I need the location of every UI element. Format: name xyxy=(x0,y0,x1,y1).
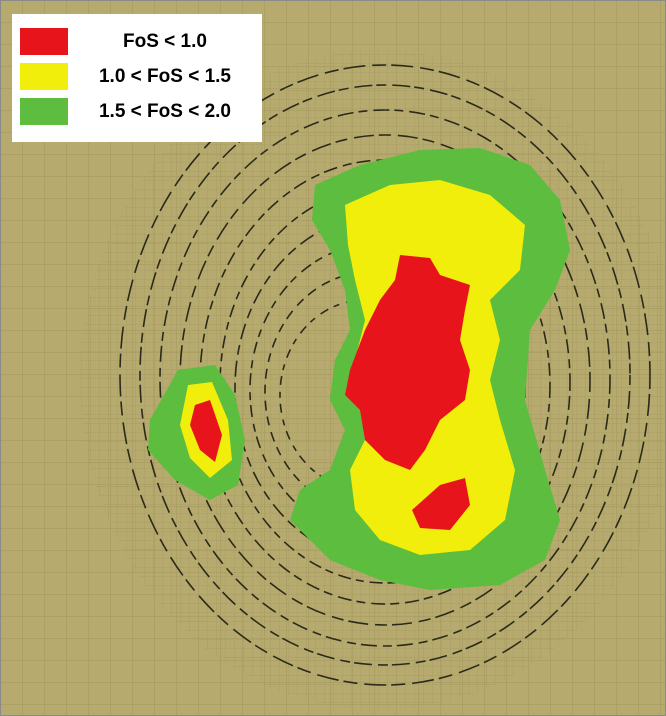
fos-figure: FoS < 1.0 1.0 < FoS < 1.5 1.5 < FoS < 2.… xyxy=(0,0,666,716)
legend-label: FoS < 1.0 xyxy=(123,31,207,52)
legend-label: 1.5 < FoS < 2.0 xyxy=(99,101,231,122)
legend-swatch xyxy=(20,63,68,90)
legend-label: 1.0 < FoS < 1.5 xyxy=(99,66,231,87)
legend: FoS < 1.0 1.0 < FoS < 1.5 1.5 < FoS < 2.… xyxy=(12,14,262,142)
legend-swatch xyxy=(20,28,68,55)
legend-swatch xyxy=(20,98,68,125)
